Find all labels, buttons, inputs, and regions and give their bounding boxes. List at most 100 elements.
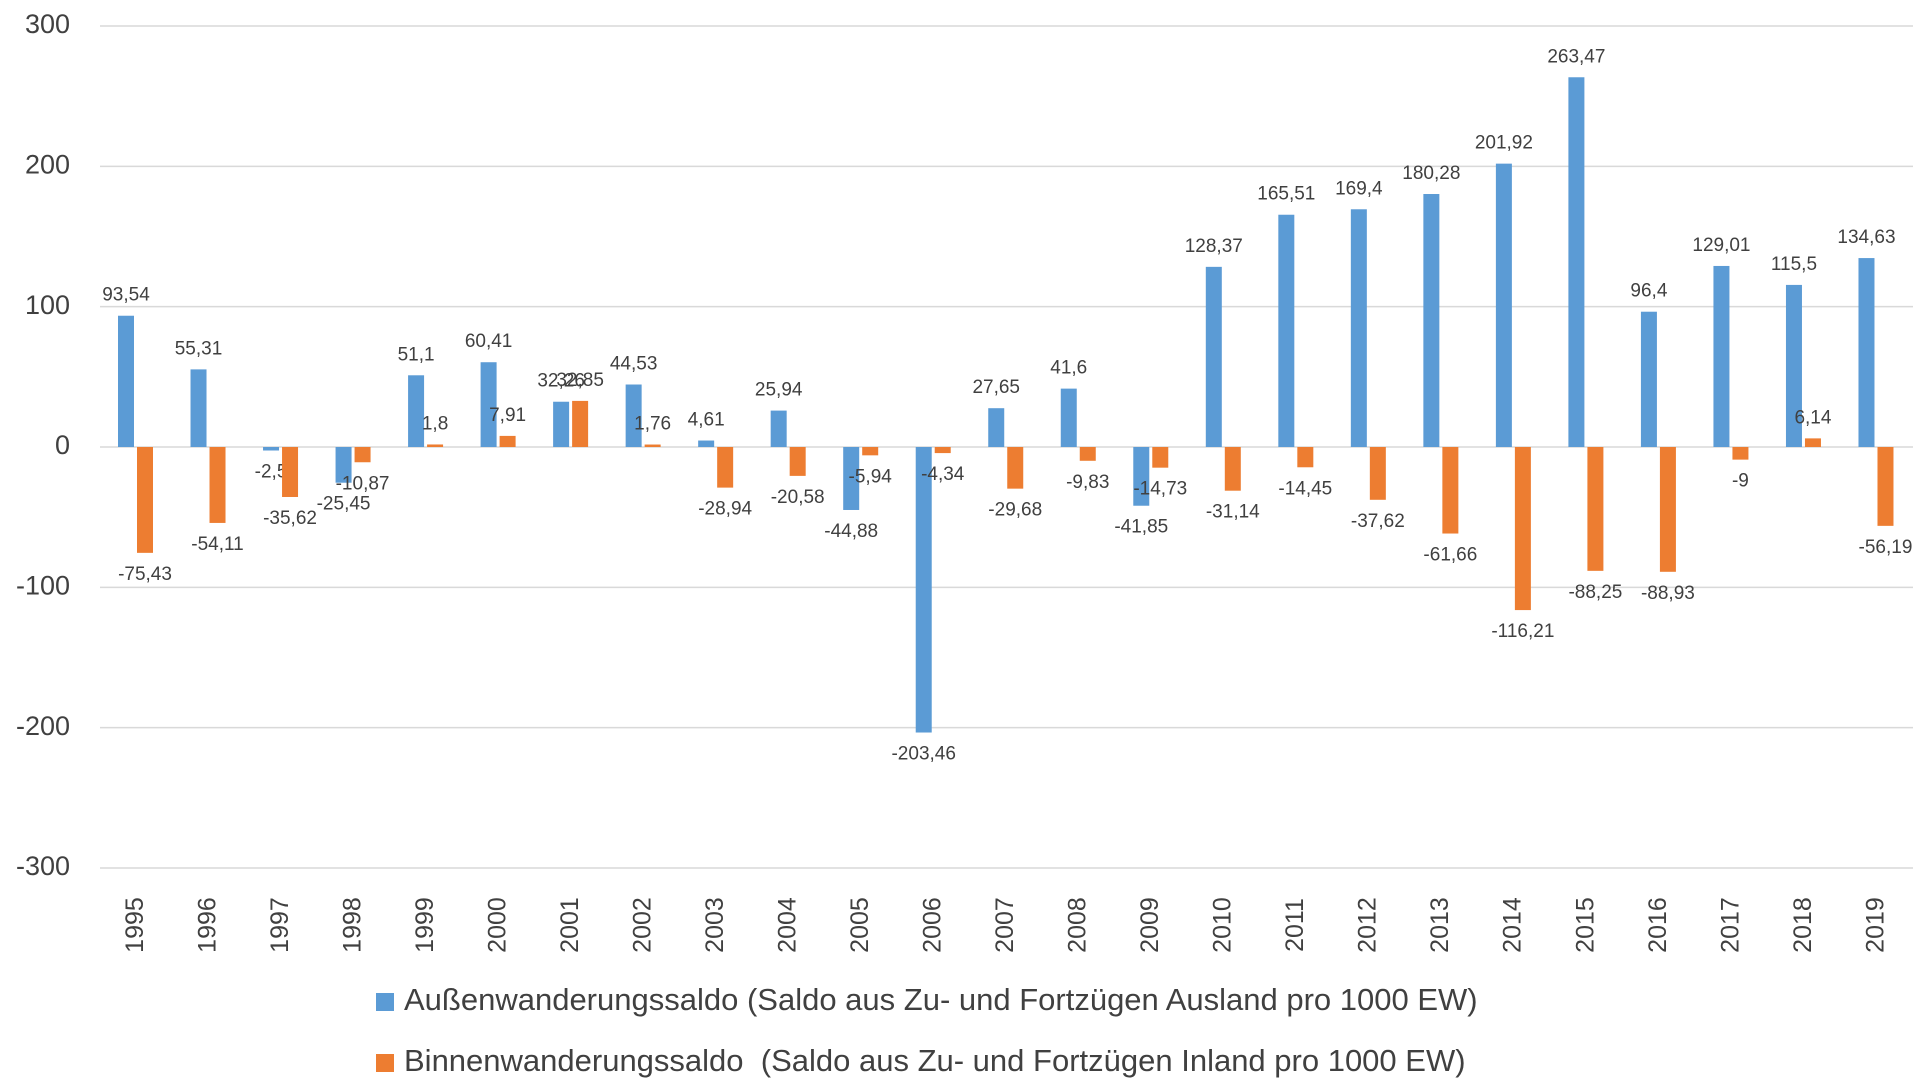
x-tick-label: 2015: [1571, 897, 1599, 953]
bar: [1133, 447, 1150, 506]
value-label: 4,61: [688, 410, 725, 431]
bar: [1785, 284, 1802, 447]
value-label: -41,85: [1114, 517, 1168, 538]
bar: [1423, 194, 1440, 447]
x-tick-label: 2012: [1354, 897, 1382, 953]
y-tick-label: -300: [16, 851, 70, 881]
value-label: 6,14: [1794, 407, 1831, 428]
bar: [1350, 209, 1367, 447]
bar: [843, 447, 860, 510]
bar: [1297, 447, 1314, 468]
value-label: 51,1: [398, 344, 435, 365]
bar: [408, 375, 425, 447]
bar: [572, 400, 589, 447]
value-label: -20,58: [771, 487, 825, 508]
value-label: -37,62: [1351, 511, 1405, 532]
value-label: 44,53: [610, 354, 658, 375]
value-label: -9,83: [1066, 472, 1109, 493]
x-tick-label: 2000: [483, 897, 511, 953]
value-label: -14,45: [1278, 478, 1332, 499]
legend-label: Außenwanderungssaldo (Saldo aus Zu- und …: [404, 982, 1478, 1017]
value-label: -29,68: [988, 500, 1042, 521]
bar: [625, 384, 642, 447]
x-tick-label: 2009: [1136, 897, 1164, 953]
bar: [698, 440, 715, 447]
bar: [1640, 311, 1657, 447]
bar: [1369, 447, 1386, 500]
y-tick-label: 300: [25, 9, 70, 39]
value-label: -28,94: [698, 499, 752, 520]
legend-swatch: [376, 993, 394, 1011]
value-label: 1,76: [634, 414, 671, 435]
x-tick-label: 2018: [1789, 897, 1817, 953]
x-tick-label: 2004: [774, 897, 802, 953]
value-label: -9: [1732, 471, 1749, 492]
y-tick-label: 200: [25, 149, 70, 179]
value-label: 32,26: [537, 371, 585, 392]
bar: [1858, 258, 1875, 447]
x-tick-label: 1997: [266, 897, 294, 953]
x-tick-label: 2019: [1861, 897, 1889, 953]
value-label: -88,93: [1641, 583, 1695, 604]
x-tick-label: 2008: [1064, 897, 1092, 953]
y-tick-label: -200: [16, 711, 70, 741]
value-label: 96,4: [1630, 281, 1667, 302]
x-tick-label: 2010: [1209, 897, 1237, 953]
value-label: 41,6: [1050, 358, 1087, 379]
value-label: -54,11: [191, 534, 243, 555]
y-tick-label: 0: [55, 430, 70, 460]
value-label: -35,62: [263, 508, 317, 529]
bar: [789, 447, 806, 476]
value-label: 1,8: [422, 413, 448, 434]
value-label: -14,73: [1133, 479, 1187, 500]
value-label: -5,94: [849, 466, 893, 487]
x-tick-label: 1995: [121, 897, 149, 953]
bar: [1442, 447, 1459, 534]
value-label: -10,87: [336, 473, 390, 494]
value-label: -25,45: [317, 494, 371, 515]
bar: [553, 401, 570, 447]
value-label: 169,4: [1335, 178, 1383, 199]
value-label: -75,43: [118, 564, 172, 585]
value-label: 129,01: [1692, 235, 1750, 256]
bar: [480, 362, 497, 447]
value-label: 134,63: [1837, 227, 1895, 248]
bar: [988, 408, 1005, 447]
value-label: -2,5: [255, 462, 288, 483]
bar: [137, 447, 153, 553]
x-tick-label: 2003: [701, 897, 729, 953]
x-tick-label: 2006: [919, 897, 947, 953]
bar: [1495, 163, 1512, 448]
y-tick-label: 100: [25, 290, 70, 320]
value-label: 165,51: [1257, 184, 1315, 205]
bar: [770, 410, 787, 447]
legend-label: Binnenwanderungssaldo (Saldo aus Zu- und…: [404, 1043, 1466, 1078]
bar: [1152, 447, 1169, 468]
value-label: -61,66: [1423, 545, 1477, 566]
bar: [282, 447, 299, 497]
x-tick-label: 2013: [1426, 897, 1454, 953]
bar: [1079, 447, 1096, 461]
bar: [1659, 447, 1676, 572]
bar: [499, 435, 516, 447]
bar: [934, 447, 951, 454]
legend-swatch: [376, 1054, 394, 1072]
bar: [427, 444, 444, 447]
bar: [717, 447, 734, 488]
value-label: -31,14: [1206, 502, 1260, 523]
value-label: 180,28: [1402, 163, 1460, 184]
bar: [1224, 447, 1241, 491]
x-tick-label: 2002: [629, 897, 657, 953]
x-tick-label: 2016: [1644, 897, 1672, 953]
bar: [190, 369, 207, 447]
bar: [1732, 447, 1749, 460]
value-label: 115,5: [1771, 254, 1817, 275]
value-label: -88,25: [1568, 582, 1622, 603]
value-label: -56,19: [1859, 537, 1913, 558]
value-label: 55,31: [175, 338, 223, 359]
bar: [1007, 447, 1024, 489]
x-tick-label: 2014: [1499, 897, 1527, 953]
x-tick-label: 1998: [338, 897, 366, 953]
bar: [1514, 447, 1531, 611]
